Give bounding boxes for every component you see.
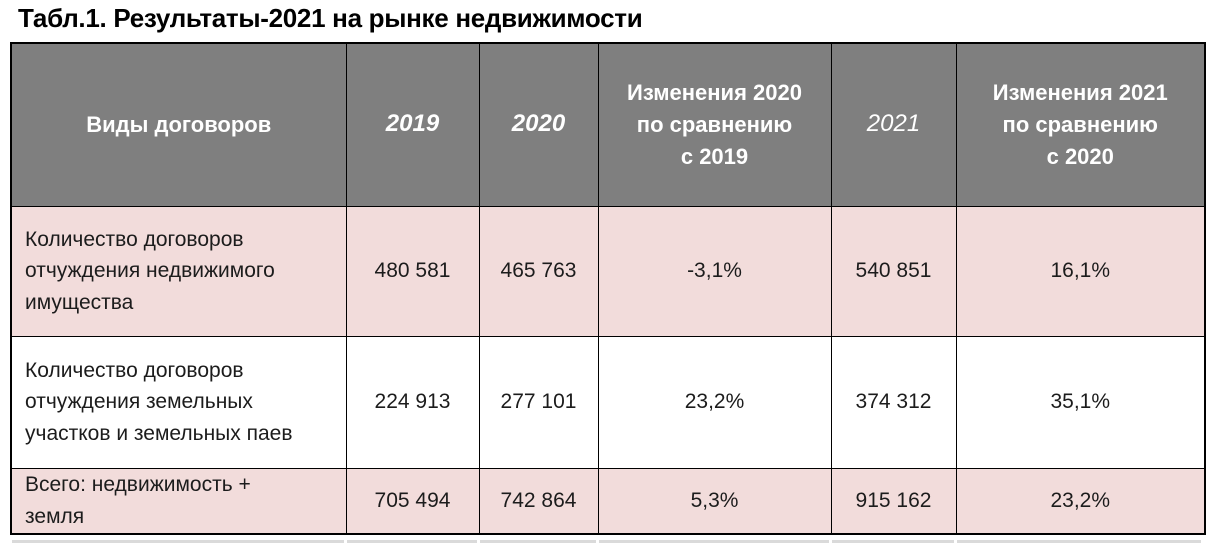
- column-header-2020: 2020: [478, 42, 599, 207]
- row-label-land: Количество договоров отчуждения земельны…: [10, 335, 347, 469]
- shadow-segment: [599, 540, 829, 543]
- cell-real-estate-change-2020: -3,1%: [597, 205, 832, 337]
- shadow-segment: [832, 540, 954, 543]
- row-label-real-estate: Количество договоров отчуждения недвижим…: [10, 205, 347, 337]
- table-row-total: Всего: недвижимость + земля 705 494 742 …: [10, 467, 1206, 535]
- cell-total-2019: 705 494: [345, 467, 480, 535]
- results-table: Виды договоров 2019 2020 Изменения 2020 …: [10, 42, 1206, 535]
- column-header-change-2020-vs-2019: Изменения 2020 по сравнению с 2019: [597, 42, 832, 207]
- cell-total-change-2020: 5,3%: [597, 467, 832, 535]
- cell-real-estate-2019: 480 581: [345, 205, 480, 337]
- cell-total-2020: 742 864: [478, 467, 599, 535]
- table-row-land-contracts: Количество договоров отчуждения земельны…: [10, 335, 1206, 469]
- cell-real-estate-2020: 465 763: [478, 205, 599, 337]
- table-row-real-estate-contracts: Количество договоров отчуждения недвижим…: [10, 205, 1206, 337]
- column-header-2019: 2019: [345, 42, 480, 207]
- cell-land-2020: 277 101: [478, 335, 599, 469]
- shadow-segment: [12, 540, 344, 543]
- shadow-segment: [480, 540, 596, 543]
- cell-land-change-2021: 35,1%: [955, 335, 1206, 469]
- row-label-total: Всего: недвижимость + земля: [10, 467, 347, 535]
- cell-real-estate-change-2021: 16,1%: [955, 205, 1206, 337]
- table-drop-shadow: [12, 540, 1206, 543]
- header-row: Виды договоров 2019 2020 Изменения 2020 …: [10, 42, 1206, 207]
- shadow-segment: [957, 540, 1201, 543]
- shadow-segment: [347, 540, 477, 543]
- column-header-contract-types: Виды договоров: [10, 42, 347, 207]
- column-header-2021: 2021: [830, 42, 957, 207]
- cell-land-2019: 224 913: [345, 335, 480, 469]
- column-header-change-2021-vs-2020: Изменения 2021 по сравнению с 2020: [955, 42, 1206, 207]
- cell-total-2021: 915 162: [830, 467, 957, 535]
- cell-land-2021: 374 312: [830, 335, 957, 469]
- table-title: Табл.1. Результаты-2021 на рынке недвижи…: [18, 3, 643, 33]
- cell-land-change-2020: 23,2%: [597, 335, 832, 469]
- cell-total-change-2021: 23,2%: [955, 467, 1206, 535]
- cell-real-estate-2021: 540 851: [830, 205, 957, 337]
